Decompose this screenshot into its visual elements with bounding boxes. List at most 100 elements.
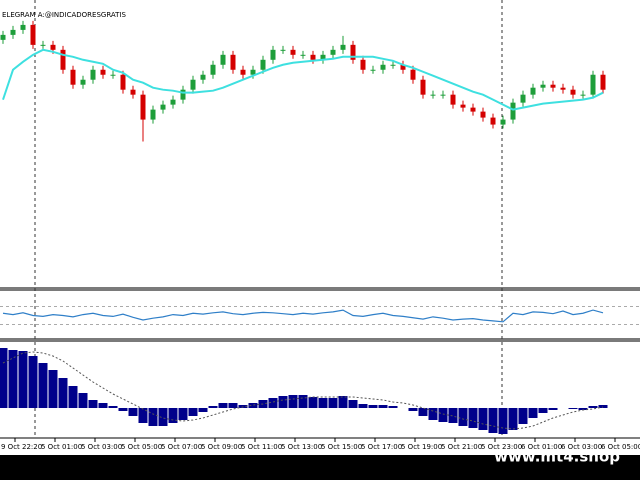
histogram-bar — [138, 408, 148, 423]
histogram-bar — [248, 403, 258, 408]
histogram-bar — [488, 408, 498, 433]
chart-label: ELEGRAM A:@INDICADORESGRATIS — [2, 11, 126, 19]
candle-body — [460, 104, 466, 108]
histogram-bar — [498, 408, 508, 434]
candle-body — [400, 64, 406, 70]
separator — [0, 338, 640, 342]
candle-body — [390, 64, 396, 66]
histogram-bar — [378, 405, 388, 408]
candle-body — [530, 87, 536, 95]
candle-body — [430, 94, 436, 96]
candle-body — [290, 49, 296, 55]
histogram-bar — [108, 406, 118, 408]
histogram-bar — [38, 363, 48, 408]
histogram-bar — [508, 408, 518, 430]
candle-body — [280, 49, 286, 51]
histogram-bar — [218, 403, 228, 408]
histogram-bar — [298, 395, 308, 408]
histogram-bar — [418, 408, 428, 416]
histogram-bar — [388, 406, 398, 408]
histogram-bar — [308, 397, 318, 408]
candle-body — [560, 87, 566, 90]
histogram-bar — [268, 398, 278, 408]
moving-average — [2, 48, 604, 111]
candle-body — [330, 49, 336, 55]
candle-body — [440, 94, 446, 96]
x-tick-label: 5 Oct 21:00 — [441, 443, 482, 451]
x-tick-label: 5 Oct 03:00 — [81, 443, 122, 451]
histogram-bar — [88, 400, 98, 408]
separator — [0, 287, 640, 291]
footer-bar — [0, 455, 640, 480]
histogram-bar — [478, 408, 488, 430]
candle-body — [80, 79, 86, 85]
candle-body — [50, 44, 56, 50]
candle-body — [110, 74, 116, 76]
histogram-bar — [338, 396, 348, 408]
candle-body — [100, 69, 106, 75]
candle-body — [90, 69, 96, 80]
candle-body — [340, 44, 346, 50]
histogram-bar — [428, 408, 438, 420]
candle-body — [130, 89, 136, 95]
candle-body — [120, 74, 126, 90]
histogram-bar — [468, 408, 478, 428]
candle-body — [270, 49, 276, 60]
histogram-bar — [408, 408, 418, 411]
candle-body — [490, 117, 496, 125]
candle-body — [410, 69, 416, 80]
candle-body — [480, 111, 486, 118]
x-tick-label: 5 Oct 23:00 — [481, 443, 522, 451]
candle-body — [220, 54, 226, 65]
histogram-bar — [588, 406, 598, 408]
candle-body — [550, 84, 556, 88]
candle-body — [320, 54, 326, 60]
candle-body — [40, 44, 46, 46]
candle-body — [190, 79, 196, 90]
histogram-bar — [318, 398, 328, 408]
x-tick-label: 6 Oct 05:00 — [601, 443, 640, 451]
x-tick-label: 6 Oct 03:00 — [561, 443, 602, 451]
histogram-bar — [348, 400, 358, 408]
candle-body — [30, 24, 36, 45]
candle-body — [590, 74, 596, 95]
x-tick-label: 5 Oct 05:00 — [121, 443, 162, 451]
candle-body — [240, 69, 246, 75]
candle-body — [70, 69, 76, 85]
histogram-bar — [168, 408, 178, 423]
candle-body — [10, 29, 16, 35]
candle-body — [540, 84, 546, 88]
candle-body — [210, 64, 216, 75]
candle-body — [380, 64, 386, 70]
candle-body — [200, 74, 206, 80]
histogram-bar — [448, 408, 458, 423]
histogram-bar — [598, 405, 608, 408]
candle-body — [160, 104, 166, 110]
candle-body — [360, 59, 366, 70]
candle-body — [520, 94, 526, 103]
candle-body — [510, 102, 516, 120]
histogram-bar — [178, 408, 188, 420]
histogram-bar — [58, 378, 68, 408]
histogram-bar — [278, 396, 288, 408]
candle-body — [140, 94, 146, 120]
histogram-bar — [328, 398, 338, 408]
histogram-bar — [18, 351, 28, 408]
histogram-bar — [438, 408, 448, 422]
histogram-bar — [48, 370, 58, 408]
histogram-bar — [158, 408, 168, 426]
histogram-bar — [458, 408, 468, 426]
histogram-bar — [188, 408, 198, 416]
x-tick-label: 5 Oct 15:00 — [321, 443, 362, 451]
histogram-bar — [208, 406, 218, 408]
candle-body — [300, 54, 306, 56]
histogram-bar — [98, 403, 108, 408]
candle-body — [0, 34, 6, 40]
candle-body — [150, 109, 156, 120]
candle-body — [60, 49, 66, 70]
histogram-bar — [528, 408, 538, 418]
x-tick-label: 5 Oct 13:00 — [281, 443, 322, 451]
histogram-bar — [198, 408, 208, 412]
candle-body — [20, 24, 26, 30]
x-tick-label: 5 Oct 17:00 — [361, 443, 402, 451]
